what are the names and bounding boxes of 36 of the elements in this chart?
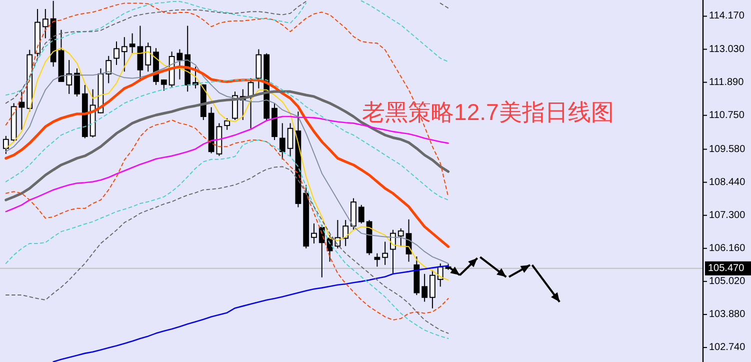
y-tick-label: 110.750	[709, 110, 745, 121]
candlestick	[422, 273, 428, 302]
candlestick	[129, 32, 136, 54]
candlestick	[224, 118, 230, 130]
candlestick	[42, 8, 48, 39]
candlestick	[311, 222, 317, 244]
candlestick	[358, 204, 364, 224]
candlestick	[382, 241, 388, 266]
y-tick-label: 108.440	[709, 176, 746, 188]
candlestick	[279, 122, 286, 160]
text: 老黑策略12.7美指日线图	[362, 99, 614, 126]
candlestick	[398, 228, 404, 248]
candlestick	[114, 40, 120, 66]
candlestick	[287, 122, 294, 158]
candlestick	[256, 48, 262, 89]
candlestick	[74, 68, 80, 98]
y-tick-label: 114.170	[709, 10, 745, 22]
y-tick-label: 111.890	[709, 76, 744, 88]
candlestick	[176, 48, 183, 80]
y-tick-label: 107.300	[709, 210, 746, 221]
candlestick	[66, 59, 72, 94]
candlestick	[430, 270, 436, 309]
y-tick-label: 105.020	[709, 276, 746, 287]
candlestick	[374, 252, 380, 268]
y-tick-label: 109.580	[709, 144, 746, 155]
y-tick-label: 106.160	[709, 242, 746, 254]
y-tick-label: 103.880	[709, 308, 746, 320]
y-tick-label: 102.740	[709, 342, 746, 354]
ref-line-label: 105.470	[708, 262, 745, 274]
candlestick	[145, 42, 152, 72]
candlestick	[2, 135, 9, 154]
candlestick	[342, 219, 349, 247]
candlestick	[121, 36, 128, 72]
candlestick	[106, 55, 112, 84]
y-tick-label: 113.030	[709, 44, 745, 55]
candlestick	[137, 25, 144, 80]
